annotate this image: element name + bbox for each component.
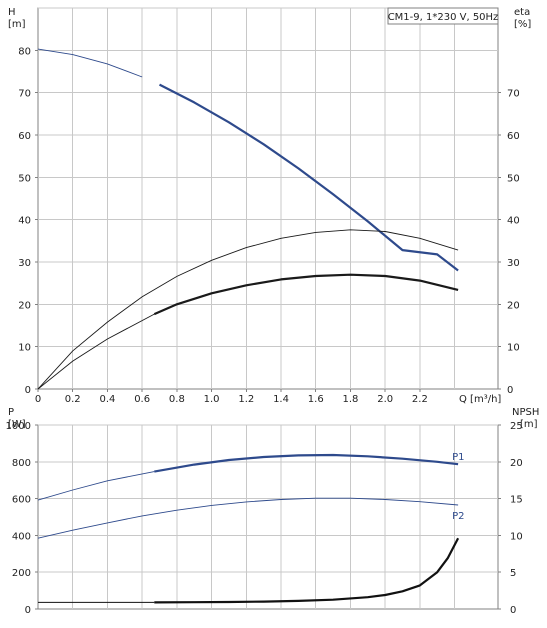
chart-title-box <box>387 7 499 25</box>
top-y2-tick-label: 40 <box>507 216 520 227</box>
bottom-y2-tick-label: 0 <box>510 605 516 616</box>
top-y-tick-label: 40 <box>18 216 31 227</box>
top-x-tick-label: 1.0 <box>204 394 220 405</box>
top-y2-axis-label: eta <box>514 7 530 18</box>
top-y-tick-label: 30 <box>18 258 31 269</box>
bottom-y-axis-label: P <box>8 407 14 418</box>
head-curve <box>158 83 459 272</box>
top-x-tick-label: 0 <box>35 394 41 405</box>
bottom-y2-tick-label: 10 <box>510 531 523 542</box>
bottom-y-tick-label: 200 <box>12 568 31 579</box>
top-y2-tick-label: 20 <box>507 300 520 311</box>
bottom-y-axis-unit: [W] <box>8 419 26 430</box>
eta-lower-curve <box>153 273 459 316</box>
top-x-tick-label: 0.4 <box>99 394 115 405</box>
top-x-tick-label: 2.0 <box>377 394 393 405</box>
bottom-y-tick-label: 800 <box>12 458 31 469</box>
top-x-tick-label: 0.2 <box>65 394 81 405</box>
p1-curve-thin <box>37 471 155 501</box>
eta-upper-curve-thin <box>37 229 459 390</box>
top-y-tick-label: 0 <box>25 385 31 396</box>
chart-title: CM1-9, 1*230 V, 50Hz <box>388 12 499 23</box>
top-y-tick-label: 80 <box>18 46 31 57</box>
legend-label-p2: P2 <box>452 511 464 522</box>
top-y-tick-label: 50 <box>18 173 31 184</box>
top-y2-axis-unit: [%] <box>514 19 531 30</box>
top-y-tick-label: 60 <box>18 131 31 142</box>
top-y-tick-label: 70 <box>18 89 31 100</box>
top-y-tick-label: 10 <box>18 343 31 354</box>
bottom-y-tick-label: 600 <box>12 495 31 506</box>
bottom-y-tick-label: 400 <box>12 531 31 542</box>
bottom-y-tick-label: 0 <box>25 605 31 616</box>
legend-label-p1: P1 <box>452 452 464 463</box>
top-x-tick-label: 1.6 <box>308 394 324 405</box>
top-y-axis-unit: [m] <box>8 19 26 30</box>
head-curve-thin <box>37 48 143 78</box>
bottom-y2-tick-label: 15 <box>510 495 523 506</box>
top-y2-tick-label: 30 <box>507 258 520 269</box>
top-x-axis-label: Q [m³/h] <box>459 394 501 405</box>
top-y2-tick-label: 60 <box>507 131 520 142</box>
bottom-y-tick-label: 1000 <box>6 421 31 432</box>
bottom-y2-tick-label: 5 <box>510 568 516 579</box>
top-y2-tick-label: 0 <box>507 385 513 396</box>
npsh-curve <box>154 537 460 604</box>
top-x-tick-label: 0.6 <box>134 394 150 405</box>
top-x-tick-label: 2.2 <box>412 394 428 405</box>
top-x-tick-label: 1.2 <box>238 394 254 405</box>
top-y2-tick-label: 50 <box>507 173 520 184</box>
bottom-y2-axis-unit: [m] <box>520 419 538 430</box>
bottom-y2-tick-label: 25 <box>510 421 523 432</box>
bottom-y2-axis-label: NPSH <box>512 407 539 418</box>
top-x-tick-label: 1.4 <box>273 394 289 405</box>
top-y-tick-label: 20 <box>18 300 31 311</box>
p1-curve <box>154 453 459 473</box>
top-y-axis-label: H <box>8 7 16 18</box>
bottom-y2-tick-label: 20 <box>510 458 523 469</box>
top-y2-tick-label: 10 <box>507 343 520 354</box>
top-x-tick-label: 0.8 <box>169 394 185 405</box>
top-x-tick-label: 1.8 <box>342 394 358 405</box>
p2-curve-thin <box>37 497 459 539</box>
eta-lower-curve-thin <box>37 313 155 390</box>
top-y2-tick-label: 70 <box>507 89 520 100</box>
